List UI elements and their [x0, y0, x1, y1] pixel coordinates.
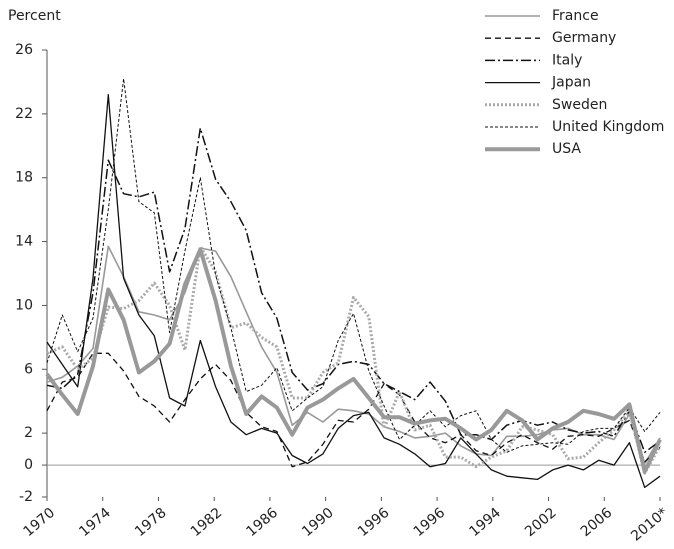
x-tick-label: 1990 — [299, 505, 337, 540]
legend-label: Japan — [551, 75, 591, 91]
y-axis-label: Percent — [8, 8, 61, 24]
x-tick-label: 1994 — [466, 505, 504, 540]
x-tick-label: 2006 — [578, 505, 616, 540]
y-tick-label: 26 — [15, 42, 33, 58]
y-tick-label: -2 — [19, 489, 33, 505]
series-line — [46, 244, 662, 475]
x-tick-label: 1986 — [243, 505, 281, 540]
x-tick-label: 1996 — [355, 505, 393, 540]
x-tick-label: 2002 — [522, 505, 560, 540]
legend-label: Italy — [552, 52, 582, 68]
x-tick-label: 1974 — [76, 505, 114, 540]
series-line — [46, 78, 661, 453]
y-tick-label: 6 — [24, 361, 33, 377]
y-tick-label: 22 — [15, 106, 33, 122]
x-tick-label: 2010* — [628, 505, 671, 545]
y-tick-label: 18 — [15, 170, 33, 186]
y-tick-label: 0 — [24, 457, 33, 473]
y-tick-label: 2 — [24, 425, 33, 441]
legend-label: Sweden — [552, 97, 607, 113]
x-tick-label: 1982 — [188, 505, 226, 540]
series-line — [46, 245, 661, 465]
y-tick-label: 14 — [15, 234, 33, 250]
legend-label: United Kingdom — [552, 119, 664, 135]
series-line — [46, 127, 661, 454]
x-tick-label: 1978 — [132, 505, 170, 540]
series-line — [45, 247, 662, 474]
y-tick-label: 10 — [15, 297, 33, 313]
legend-label: USA — [552, 141, 581, 157]
x-tick-label: 1970 — [21, 505, 59, 540]
series-line — [46, 352, 661, 468]
legend-label: France — [552, 8, 599, 24]
legend-label: Germany — [552, 30, 616, 46]
x-tick-label: 1996 — [411, 505, 449, 540]
series-line — [46, 94, 661, 489]
